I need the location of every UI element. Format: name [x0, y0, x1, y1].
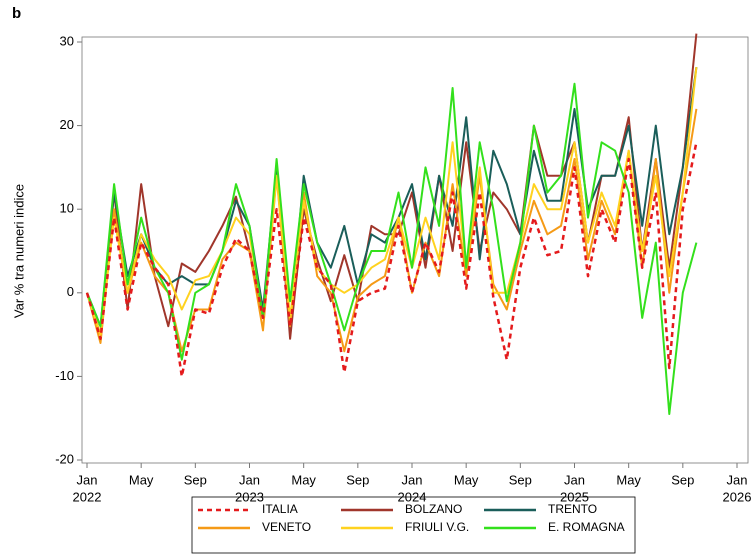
series-line [85, 142, 698, 378]
x-tick-label: May [616, 472, 641, 487]
legend-label: E. ROMAGNA [548, 520, 625, 534]
x-tick-label: 2025 [560, 489, 589, 504]
x-tick-label: 2024 [398, 489, 427, 504]
legend-label: VENETO [262, 520, 311, 534]
x-tick-label: 2026 [723, 489, 752, 504]
y-tick-label: 10 [60, 201, 74, 216]
series-line [86, 66, 698, 336]
series-line [86, 82, 698, 415]
x-tick-label: Jan [239, 472, 260, 487]
legend-label: BOLZANO [405, 502, 462, 516]
series-line [86, 66, 698, 328]
x-tick-label: May [454, 472, 479, 487]
x-tick-label: Jan [727, 472, 748, 487]
x-tick-label: Jan [402, 472, 423, 487]
x-tick-label: 2023 [235, 489, 264, 504]
x-tick-label: May [129, 472, 154, 487]
legend-label: ITALIA [262, 502, 298, 516]
x-tick-label: Sep [509, 472, 532, 487]
panel-label: b [12, 5, 21, 22]
y-tick-label: 0 [67, 284, 74, 299]
x-tick-label: May [291, 472, 316, 487]
x-tick-label: 2022 [73, 489, 102, 504]
y-tick-label: 20 [60, 117, 74, 132]
x-tick-label: Jan [564, 472, 585, 487]
legend-label: TRENTO [548, 502, 597, 516]
plot-frame [81, 36, 749, 464]
series-line [86, 33, 698, 340]
y-tick-label: -20 [55, 451, 74, 466]
x-tick-label: Sep [184, 472, 207, 487]
x-tick-label: Sep [346, 472, 369, 487]
y-tick-label: 30 [60, 33, 74, 48]
y-axis-label: Var % tra numeri indice [11, 184, 26, 318]
y-tick-label: -10 [55, 368, 74, 383]
legend-box [191, 496, 636, 554]
x-tick-label: Sep [671, 472, 694, 487]
x-tick-label: Jan [77, 472, 98, 487]
legend-label: FRIULI V.G. [405, 520, 469, 534]
